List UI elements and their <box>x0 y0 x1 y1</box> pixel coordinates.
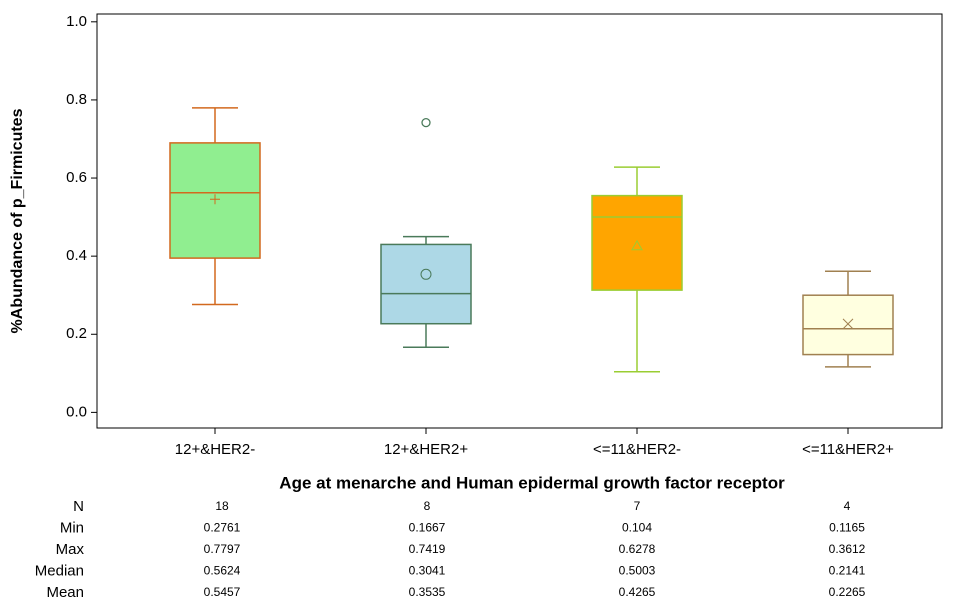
table-cell: 0.2761 <box>204 521 241 535</box>
table-cell: 0.5457 <box>204 585 241 599</box>
table-cell: 0.5003 <box>619 564 656 578</box>
y-tick-label: 1.0 <box>66 13 87 30</box>
x-tick-label: <=11&HER2+ <box>802 441 894 458</box>
x-axis-label: Age at menarche and Human epidermal grow… <box>279 473 785 492</box>
y-tick-label: 0.8 <box>66 91 87 108</box>
row-label: Mean <box>46 584 84 600</box>
mean-marker <box>842 318 854 330</box>
table-cell: 0.3041 <box>409 564 446 578</box>
table-cell: 0.1667 <box>409 521 446 535</box>
outlier <box>421 117 431 128</box>
table-cell: 0.4265 <box>619 585 656 599</box>
y-axis-label: %Abundance of p_Firmicutes <box>9 108 26 333</box>
row-label: Median <box>35 562 84 579</box>
mean-marker <box>210 194 220 205</box>
mean-marker <box>631 239 643 251</box>
mean-marker <box>420 268 432 280</box>
y-tick-label: 0.2 <box>66 325 87 342</box>
table-cell: 18 <box>215 499 229 513</box>
y-tick-label: 0.6 <box>66 169 87 186</box>
row-label: Max <box>56 541 85 558</box>
plot-frame <box>96 13 943 429</box>
table-cell: 0.7797 <box>204 542 241 556</box>
table-cell: 0.2265 <box>829 585 866 599</box>
y-tick-label: 0.4 <box>66 247 87 264</box>
table-cell: 4 <box>844 499 851 513</box>
y-tick-label: 0.0 <box>66 403 87 420</box>
row-label: N <box>73 498 84 515</box>
table-cell: 0.2141 <box>829 564 866 578</box>
table-cell: 7 <box>634 499 641 513</box>
table-cell: 0.7419 <box>409 542 446 556</box>
table-cell: 0.5624 <box>204 564 241 578</box>
box <box>380 243 472 325</box>
box <box>591 194 683 291</box>
table-cell: 0.3535 <box>409 585 446 599</box>
table-cell: 8 <box>424 499 431 513</box>
x-tick-label: 12+&HER2- <box>175 441 255 458</box>
table-cell: 0.1165 <box>829 521 865 535</box>
table-cell: 0.6278 <box>619 542 656 556</box>
box <box>802 294 894 356</box>
row-label: Min <box>60 519 84 536</box>
table-cell: 0.104 <box>622 521 652 535</box>
x-tick-label: 12+&HER2+ <box>384 441 468 458</box>
x-tick-label: <=11&HER2- <box>593 441 681 458</box>
table-cell: 0.3612 <box>829 542 866 556</box>
